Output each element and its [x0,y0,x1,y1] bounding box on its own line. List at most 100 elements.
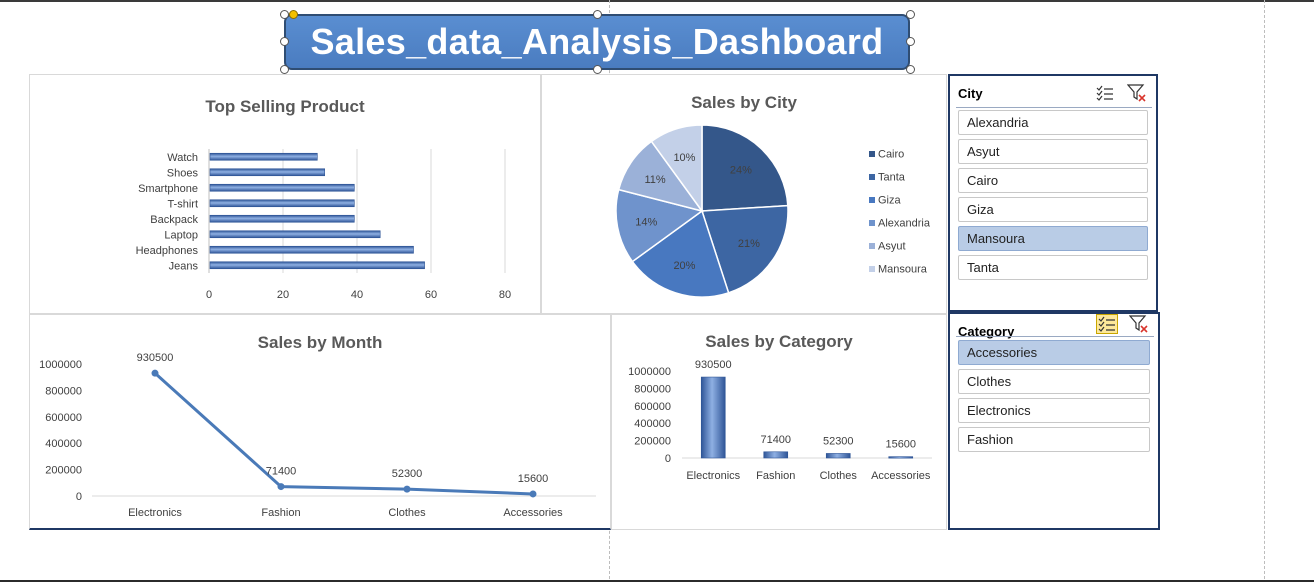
y-tick-label: 0 [665,453,671,465]
bar [825,453,851,459]
bar [209,230,381,239]
pie-data-label: 14% [635,217,657,229]
y-tick-label: T-shirt [167,198,198,210]
resize-handle-right[interactable] [906,37,915,46]
rotate-handle[interactable] [289,10,298,19]
city-slicer-header: City [958,86,983,101]
city-pie-chart[interactable]: Sales by City 24% 21% 20% 14% 11% 10% Cairo Tan… [541,74,947,314]
slicer-item[interactable]: Accessories [958,340,1150,365]
y-tick-label: 800000 [634,383,671,395]
data-label: 71400 [760,434,791,446]
data-point [277,483,285,491]
x-tick-label: 20 [277,289,289,301]
y-tick-label: Laptop [164,229,198,241]
x-tick-label: 40 [351,289,363,301]
data-label: 930500 [137,352,174,364]
resize-handle-top-right[interactable] [906,10,915,19]
slicer-item[interactable]: Electronics [958,398,1150,423]
month-line-chart[interactable]: Sales by Month 0 200000 400000 600000 800000… [29,314,611,530]
y-tick-label: Headphones [136,245,199,257]
clear-filter-icon[interactable] [1128,314,1150,334]
slicer-item[interactable]: Alexandria [958,110,1148,135]
x-tick-label: Fashion [756,470,795,482]
y-tick-label: Jeans [169,260,199,272]
y-tick-label: Backpack [150,214,198,226]
y-tick-label: 400000 [45,438,82,450]
pie-data-label: 10% [673,152,695,164]
x-tick-label: 0 [206,289,212,301]
data-label: 52300 [823,435,854,447]
slicer-divider [956,336,1154,337]
category-bar-plot: 0 200000 400000 600000 800000 1000000 930500 El… [628,359,932,482]
slicer-item[interactable]: Giza [958,197,1148,222]
x-tick-label: Fashion [261,507,300,519]
y-tick-label: 600000 [634,401,671,413]
legend-label: Asyut [878,241,906,253]
data-label: 930500 [695,359,732,371]
slicer-item[interactable]: Asyut [958,139,1148,164]
bar [209,183,355,192]
resize-handle-top[interactable] [593,10,602,19]
slicer-item[interactable]: Clothes [958,369,1150,394]
pie-data-label: 21% [738,238,760,250]
resize-handle-bottom[interactable] [593,65,602,74]
data-point [403,485,411,493]
x-tick-label: 80 [499,289,511,301]
pie-slice [631,209,730,298]
bar [209,168,325,177]
month-line-plot: 0 200000 400000 600000 800000 1000000 930500 El… [39,352,596,519]
legend-label: Alexandria [878,218,931,230]
legend-label: Mansoura [878,264,928,276]
bar [888,456,914,459]
category-slicer-header: Category [958,324,1015,339]
city-pie-plot: 24% 21% 20% 14% 11% 10% Cairo Tanta Giza Alexandr… [615,124,931,298]
y-tick-label: 1000000 [628,366,671,378]
legend-swatch [869,266,875,272]
x-tick-label: Clothes [820,470,858,482]
resize-handle-left[interactable] [280,37,289,46]
slicer-item[interactable]: Cairo [958,168,1148,193]
legend-swatch [869,220,875,226]
resize-handle-bottom-right[interactable] [906,65,915,74]
x-tick-label: Accessories [871,470,931,482]
slicer-item[interactable]: Tanta [958,255,1148,280]
top-selling-chart[interactable]: Top Selling Product 0 20 40 60 80 Watch Shoes S… [29,74,541,314]
dashboard-title-shape[interactable]: Sales_data_Analysis_Dashboard [284,14,910,70]
page-break-line [1264,0,1265,584]
category-bar-chart[interactable]: Sales by Category 0 200000 400000 600000 800… [611,314,947,530]
bar [700,376,726,459]
y-tick-label: 0 [76,491,82,503]
x-tick-label: Electronics [128,507,182,519]
pie-data-label: 20% [673,260,695,272]
resize-handle-bottom-left[interactable] [280,65,289,74]
y-tick-label: 1000000 [39,359,82,371]
slicer-item[interactable]: Mansoura [958,226,1148,251]
bar [209,261,425,270]
y-tick-label: 200000 [634,436,671,448]
series-line [153,372,534,496]
y-tick-label: Shoes [167,167,199,179]
y-tick-label: Smartphone [138,183,198,195]
data-label: 15600 [885,439,916,451]
legend-swatch [869,151,875,157]
data-point [151,369,159,377]
clear-filter-icon[interactable] [1126,83,1148,103]
bar [763,451,789,459]
top-selling-plot: 0 20 40 60 80 Watch Shoes Smartphone T-shirt Back… [136,149,511,301]
x-tick-label: Electronics [686,470,740,482]
multi-select-icon[interactable] [1094,83,1116,103]
pie-slice [700,204,789,294]
bar [209,214,355,223]
bar [209,245,414,254]
chart-title: Sales by Category [705,332,853,351]
city-slicer[interactable]: City Alexandria Asyut Cairo Giza Mansoura Tan… [948,74,1158,312]
chart-title: Sales by City [691,93,797,112]
slicer-item[interactable]: Fashion [958,427,1150,452]
category-slicer[interactable]: Category Accessories Clothes Electronics Fa… [948,312,1160,530]
y-tick-label: 200000 [45,465,82,477]
multi-select-icon[interactable] [1096,314,1118,334]
data-label: 71400 [266,466,297,478]
legend-label: Tanta [878,172,906,184]
resize-handle-top-left[interactable] [280,10,289,19]
legend-label: Giza [878,195,902,207]
